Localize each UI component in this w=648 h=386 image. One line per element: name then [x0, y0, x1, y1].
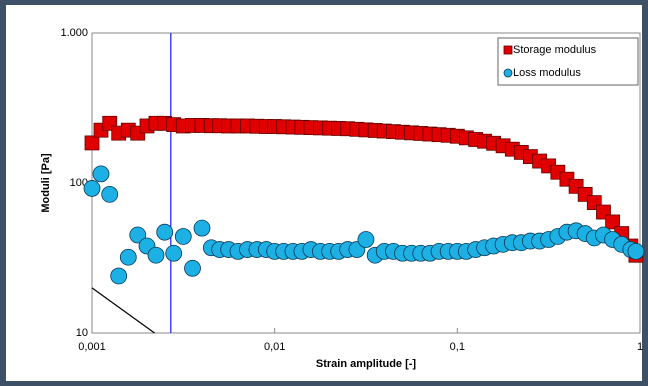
data-point [627, 242, 645, 260]
data-point [357, 231, 375, 248]
data-point [119, 248, 137, 266]
legend-label: Loss modulus [513, 67, 581, 79]
legend [497, 37, 639, 86]
y-tick-label: 100 [70, 177, 88, 189]
x-tick-label: 0,01 [264, 341, 285, 353]
data-point [174, 228, 192, 245]
reference-line [91, 287, 155, 334]
legend-marker [503, 68, 513, 78]
data-point [165, 244, 183, 262]
data-point [84, 135, 100, 151]
data-point [110, 267, 128, 285]
data-point [101, 185, 119, 203]
legend-label: Storage modulus [513, 44, 597, 56]
data-point [83, 180, 101, 197]
y-axis-label: Moduli [Pa] [40, 153, 52, 213]
data-point [605, 214, 621, 230]
x-tick-label: 1 [637, 341, 643, 353]
y-tick-label: 1.000 [60, 27, 88, 39]
data-point [184, 259, 201, 277]
y-tick-label: 10 [76, 327, 88, 339]
x-tick-label: 0,1 [450, 341, 465, 353]
data-point [193, 219, 211, 237]
data-point [147, 246, 165, 264]
x-axis-label: Strain amplitude [-] [316, 358, 417, 370]
data-point [156, 223, 174, 241]
legend-marker [503, 45, 513, 55]
x-tick-label: 0,001 [78, 341, 106, 353]
data-point [129, 226, 147, 244]
data-point [92, 165, 110, 183]
